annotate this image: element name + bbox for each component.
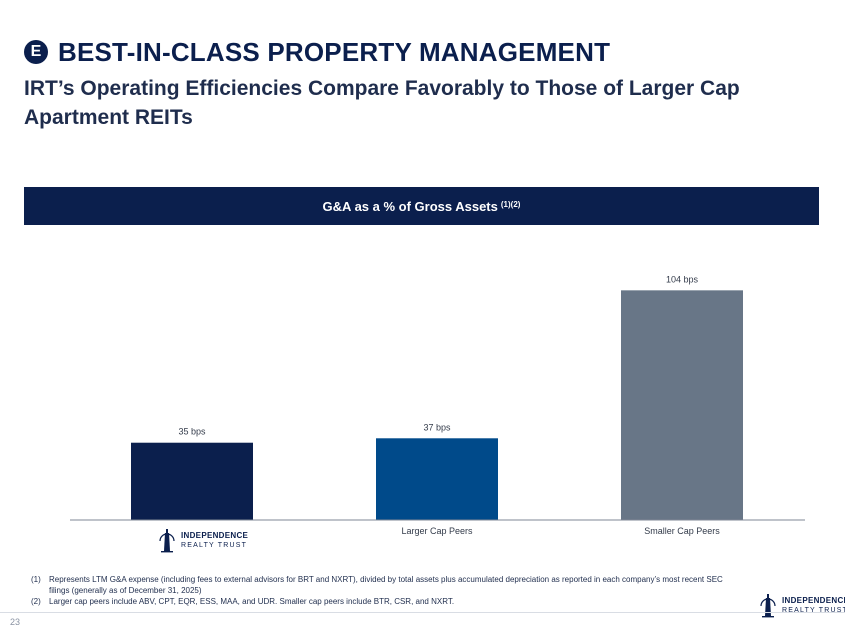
- chart-title-bar: G&A as a % of Gross Assets (1)(2): [24, 187, 819, 225]
- logo-line-1: INDEPENDENCE: [181, 531, 249, 540]
- bar-2-value-label: 37 bps: [423, 422, 451, 432]
- footnote-1-number: (1): [31, 575, 41, 584]
- footnote-1-text: Represents LTM G&A expense (including fe…: [49, 575, 723, 595]
- chart-title: G&A as a % of Gross Assets: [322, 198, 498, 214]
- page-subtitle: IRT’s Operating Efficiencies Compare Fav…: [24, 77, 740, 129]
- footnote-1: (1) Represents LTM G&A expense (includin…: [31, 574, 741, 596]
- bar-3-value-label: 104 bps: [666, 274, 699, 284]
- footnote-2-text: Larger cap peers include ABV, CPT, EQR, …: [49, 597, 455, 606]
- chart-title-footnote-ref: (1)(2): [500, 199, 521, 209]
- bar-1-value-label: 35 bps: [178, 427, 206, 437]
- footer-logo: INDEPENDENCE REALTY TRUST: [758, 592, 845, 618]
- bar-1: [131, 442, 253, 520]
- building-icon: [159, 529, 175, 553]
- x-tick-label-2: Larger Cap Peers: [401, 526, 473, 536]
- page-title: BEST-IN-CLASS PROPERTY MANAGEMENT: [58, 37, 611, 67]
- irt-logo-tick-label: INDEPENDENCE REALTY TRUST: [157, 527, 248, 553]
- bar-2: [376, 438, 498, 520]
- footer-logo-line-2: REALTY TRUST: [782, 607, 845, 614]
- section-badge: E: [24, 40, 48, 64]
- footer-divider: [0, 612, 845, 613]
- bar-3: [621, 290, 743, 520]
- x-tick-label-3: Smaller Cap Peers: [644, 526, 720, 536]
- footnote-2: (2) Larger cap peers include ABV, CPT, E…: [31, 596, 741, 607]
- page-number: 23: [10, 617, 21, 627]
- logo-line-2: REALTY TRUST: [181, 542, 248, 549]
- footnotes: (1) Represents LTM G&A expense (includin…: [31, 574, 741, 607]
- building-icon: [760, 594, 776, 618]
- footnote-2-number: (2): [31, 597, 41, 606]
- footer-logo-line-1: INDEPENDENCE: [782, 596, 845, 605]
